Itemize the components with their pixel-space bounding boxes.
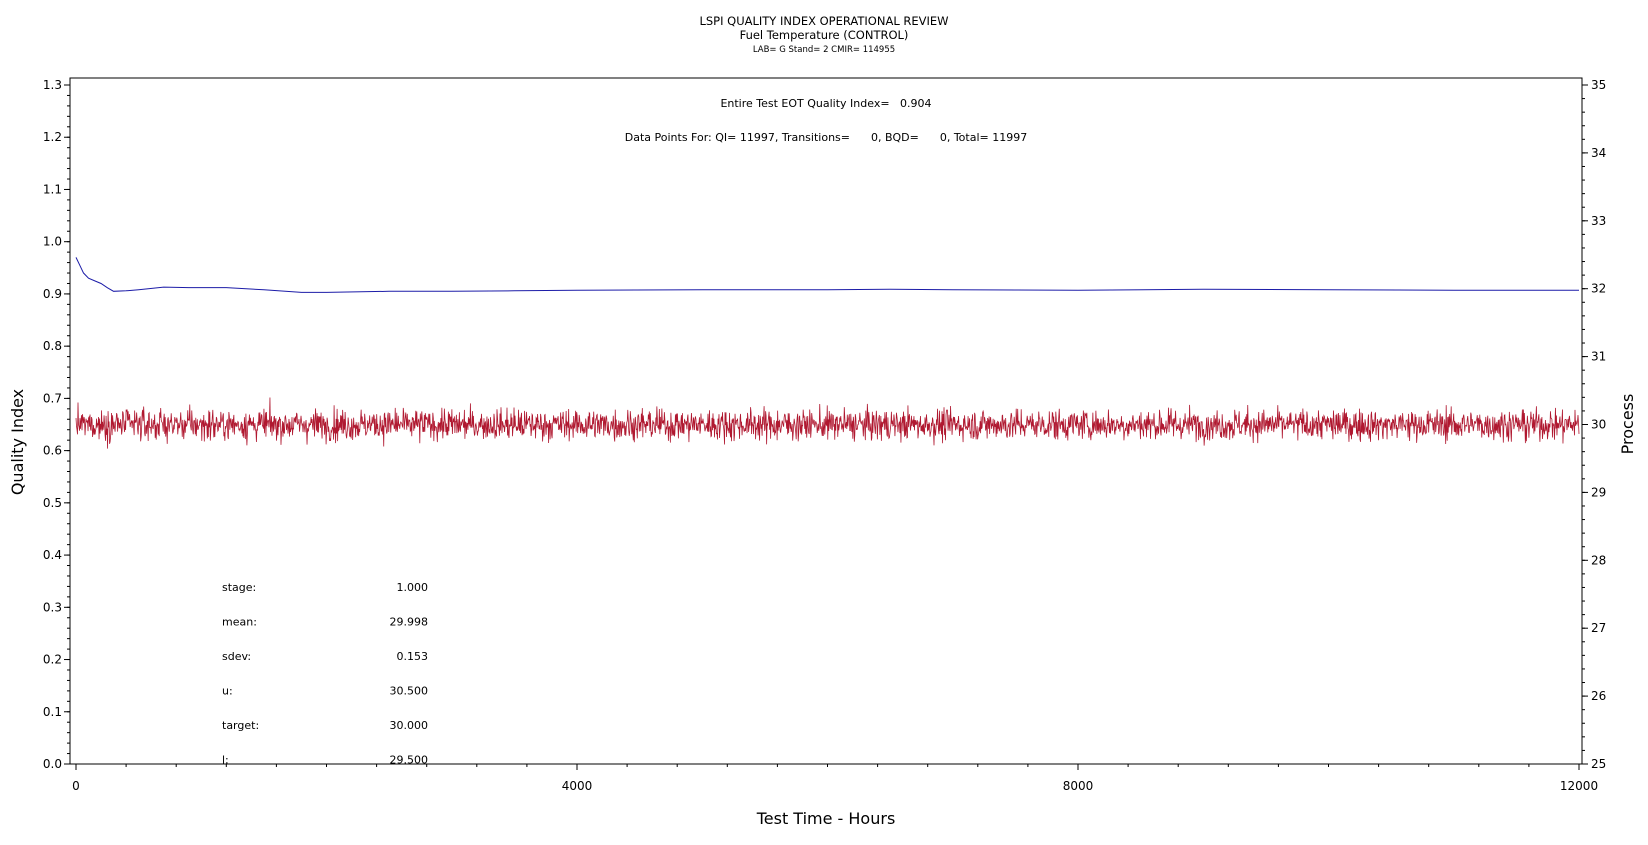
right-axis: 25 26 27 28 29 30 31 32 33 34 35 [1582, 78, 1606, 771]
y-axis-label-left: Quality Index [8, 389, 27, 495]
y-right-tick-label: 26 [1591, 689, 1606, 703]
y-left-tick-label: 0.4 [43, 548, 62, 562]
y-right-tick-label: 33 [1591, 214, 1606, 228]
left-axis: 0.0 0.1 0.2 0.3 0.4 0.5 0.6 0.7 0.8 0.9 1.0 1.1 1.2 1… [43, 78, 70, 771]
y-left-tick-label: 1.2 [43, 130, 62, 144]
plot-frame [69, 77, 1583, 765]
y-right-tick-label: 34 [1591, 146, 1606, 160]
stat-label: target: [222, 719, 259, 732]
y-right-tick-label: 28 [1591, 553, 1606, 567]
y-left-tick-label: 0.8 [43, 339, 62, 353]
y-left-tick-label: 0.0 [43, 757, 62, 771]
process-series [75, 397, 1580, 449]
chart-subtitle: Fuel Temperature (CONTROL) [740, 28, 909, 42]
y-left-tick-label: 0.2 [43, 653, 62, 667]
y-right-tick-label: 32 [1591, 282, 1606, 296]
y-left-tick-label: 0.3 [43, 600, 62, 614]
quality-index-series [75, 257, 1579, 293]
y-left-tick-label: 0.7 [43, 391, 62, 405]
y-right-tick-label: 27 [1591, 621, 1606, 635]
y-right-tick-label: 35 [1591, 78, 1606, 92]
stat-value: 0.153 [397, 650, 429, 663]
stat-value: 29.500 [390, 754, 429, 767]
stat-label: mean: [222, 616, 257, 629]
stat-label: u: [222, 685, 233, 698]
stats-block: stage: 1.000 mean: 29.998 sdev: 0.153 u: 30.500… [222, 581, 428, 767]
annotation-qi: Entire Test EOT Quality Index= 0.904 [720, 97, 931, 110]
annotation-data-points: Data Points For: QI= 11997, Transitions=… [625, 131, 1027, 144]
x-tick-label: 0 [72, 779, 80, 793]
stat-value: 29.998 [390, 616, 429, 629]
y-left-tick-label: 0.5 [43, 496, 62, 510]
y-left-tick-label: 1.0 [43, 235, 62, 249]
stat-label: stage: [222, 581, 256, 594]
y-axis-label-right: Process [1618, 394, 1637, 455]
x-tick-label: 4000 [562, 779, 593, 793]
y-left-tick-label: 0.9 [43, 287, 62, 301]
stat-value: 1.000 [397, 581, 429, 594]
x-tick-label: 12000 [1560, 779, 1598, 793]
y-left-tick-label: 0.6 [43, 444, 62, 458]
y-left-tick-label: 1.1 [43, 182, 62, 196]
quality-index-line [75, 257, 1579, 293]
bottom-axis: 0 4000 8000 12000 [72, 764, 1598, 793]
y-left-tick-label: 0.1 [43, 705, 62, 719]
process-line [75, 397, 1580, 449]
stat-label: l: [222, 754, 229, 767]
x-tick-label: 8000 [1063, 779, 1094, 793]
y-right-tick-label: 25 [1591, 757, 1606, 771]
stat-value: 30.500 [390, 685, 429, 698]
y-left-tick-label: 1.3 [43, 78, 62, 92]
chart-subtitle-2: LAB= G Stand= 2 CMIR= 114955 [753, 45, 895, 55]
y-right-tick-label: 30 [1591, 418, 1606, 432]
stat-label: sdev: [222, 650, 251, 663]
chart-title: LSPI QUALITY INDEX OPERATIONAL REVIEW [699, 14, 948, 28]
stat-value: 30.000 [390, 719, 429, 732]
y-right-tick-label: 31 [1591, 350, 1606, 364]
x-axis-label: Test Time - Hours [756, 809, 896, 828]
y-right-tick-label: 29 [1591, 485, 1606, 499]
